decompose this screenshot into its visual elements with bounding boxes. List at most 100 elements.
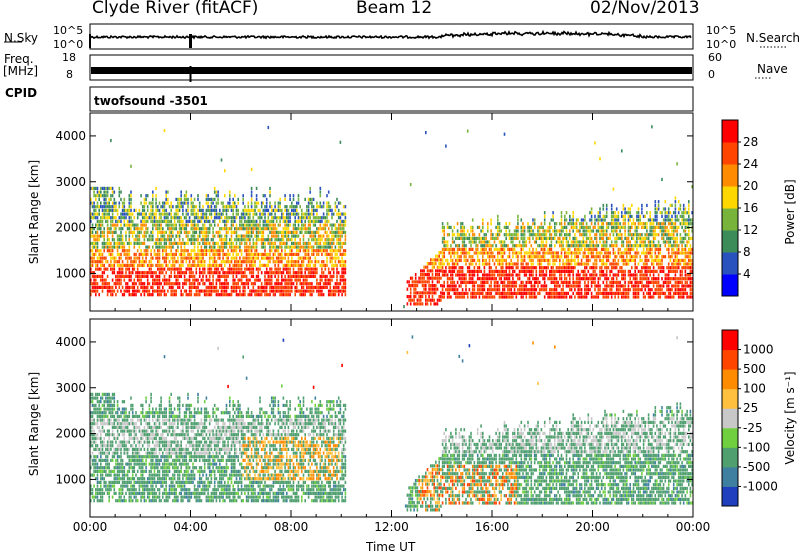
data-cell: [287, 293, 290, 297]
data-cell: [158, 227, 161, 231]
data-cell: [106, 293, 109, 297]
data-cell: [538, 288, 541, 292]
data-cell: [180, 271, 182, 275]
data-cell: [503, 273, 506, 277]
data-cell: [198, 230, 201, 234]
data-cell: [162, 285, 164, 289]
data-cell: [136, 216, 139, 220]
data-cell: [103, 197, 105, 201]
data-cell: [629, 233, 631, 237]
data-cell: [230, 238, 233, 242]
data-cell: [160, 289, 162, 293]
data-cell: [527, 277, 529, 281]
data-cell: [155, 219, 157, 223]
data-cell: [270, 238, 273, 242]
data-cell: [517, 251, 519, 255]
data-cell: [451, 277, 454, 281]
data-cell: [632, 258, 635, 262]
data-cell: [245, 260, 248, 264]
data-cell: [168, 282, 171, 286]
data-cell: [239, 219, 241, 223]
data-cell: [212, 245, 214, 249]
data-cell: [559, 222, 561, 226]
data-cell: [198, 219, 201, 223]
data-cell: [626, 240, 628, 244]
data-cell: [321, 205, 323, 209]
data-cell: [344, 219, 347, 223]
data-cell: [96, 201, 99, 205]
data-cell: [572, 258, 574, 262]
data-cell: [487, 262, 489, 266]
data-cell: [311, 274, 313, 278]
data-cell: [91, 230, 94, 234]
data-cell: [336, 274, 338, 278]
data-cell: [448, 295, 450, 299]
data-cell: [532, 255, 534, 259]
data-cell: [158, 245, 161, 249]
data-cell: [297, 219, 300, 223]
data-cell: [197, 216, 199, 220]
data-cell: [264, 271, 266, 275]
data-cell: [281, 282, 283, 286]
data-cell: [409, 291, 412, 295]
data-cell: [190, 282, 193, 286]
data-cell: [165, 216, 167, 220]
data-cell: [564, 255, 566, 259]
data-cell: [438, 258, 440, 262]
data-cell: [299, 227, 301, 231]
data-cell: [98, 274, 100, 278]
data-cell: [141, 289, 144, 293]
data-cell: [627, 262, 630, 266]
data-cell: [173, 263, 176, 267]
data-cell: [172, 263, 174, 267]
data-cell: [187, 208, 189, 212]
data-cell: [513, 229, 516, 233]
data-cell: [255, 230, 258, 234]
data-cell: [115, 230, 117, 234]
data-cell: [242, 201, 244, 205]
data-cell: [512, 273, 514, 277]
data-cell: [208, 227, 211, 231]
data-cell: [198, 252, 201, 256]
data-cell: [443, 269, 445, 273]
data-cell: [302, 234, 305, 238]
data-cell: [152, 230, 154, 234]
data-cell: [170, 293, 172, 297]
data-cell: [111, 285, 114, 289]
data-cell: [252, 271, 255, 275]
data-cell: [471, 269, 474, 273]
data-cell: [274, 293, 276, 297]
data-cell: [215, 285, 218, 289]
data-cell: [450, 225, 452, 229]
data-cell: [604, 218, 606, 222]
data-cell: [565, 291, 568, 295]
data-cell: [235, 245, 238, 249]
data-cell: [91, 227, 94, 231]
data-cell: [599, 284, 601, 288]
data-cell: [304, 223, 306, 227]
data-cell: [105, 216, 107, 220]
data-cell: [111, 293, 114, 297]
data-cell: [607, 295, 610, 299]
data-cell: [512, 240, 514, 244]
data-cell: [126, 241, 129, 245]
data-cell: [138, 212, 141, 216]
data-cell: [225, 271, 228, 275]
data-cell: [131, 271, 134, 275]
data-cell: [267, 263, 270, 267]
data-cell: [95, 186, 97, 190]
data-cell: [274, 223, 276, 227]
data-cell: [230, 289, 233, 293]
data-cell: [470, 258, 472, 262]
data-cell: [629, 247, 631, 251]
data-cell: [135, 234, 137, 238]
data-cell: [339, 274, 342, 278]
data-cell: [219, 263, 221, 267]
data-cell: [146, 230, 149, 234]
data-cell: [227, 252, 229, 256]
data-cell: [584, 277, 586, 281]
data-cell: [115, 245, 117, 249]
data-cell: [485, 280, 487, 284]
data-cell: [118, 194, 121, 198]
data-cell: [595, 273, 598, 277]
